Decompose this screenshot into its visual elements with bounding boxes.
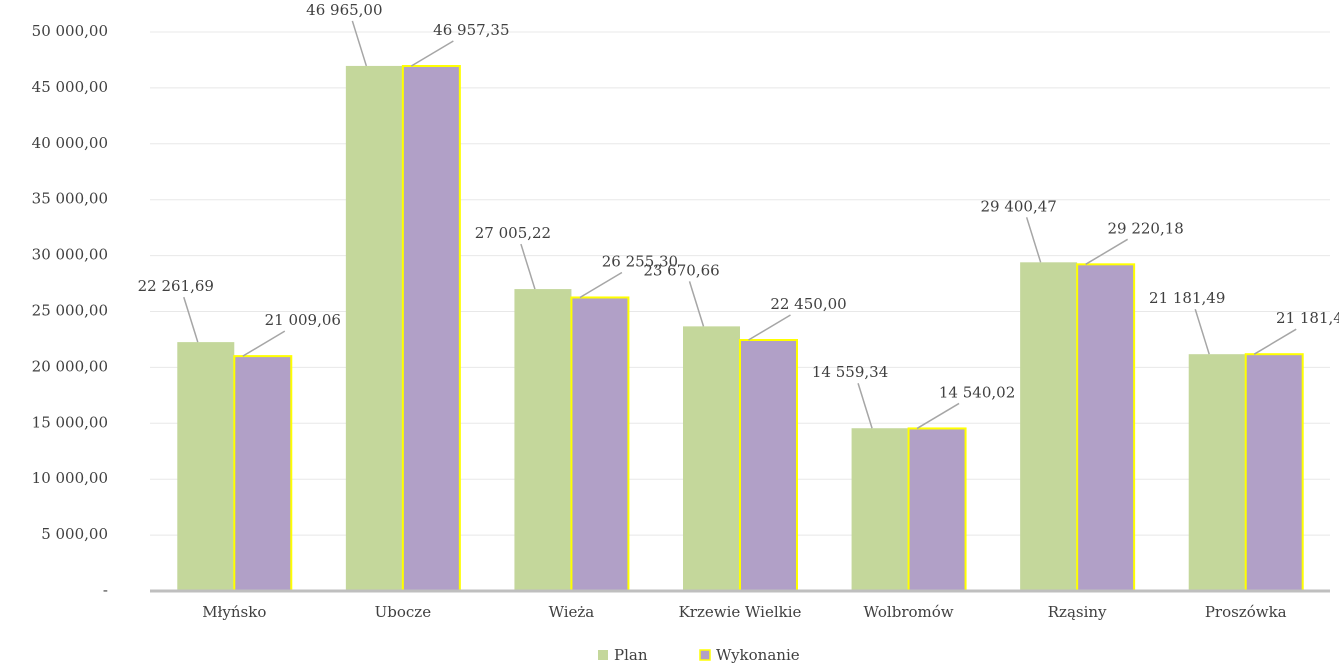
data-label: 21 181,49 [1149, 289, 1225, 307]
bar [401, 65, 461, 592]
leader-line [1194, 308, 1210, 355]
legend-label: Wykonanie [716, 646, 800, 663]
x-tick-label: Rząsiny [1048, 603, 1107, 621]
bar [1244, 353, 1304, 592]
data-label: 46 965,00 [306, 1, 382, 19]
y-tick-label: 25 000,00 [32, 302, 108, 320]
y-tick-label: 45 000,00 [32, 78, 108, 96]
bar [851, 428, 909, 591]
leader-line [748, 314, 791, 341]
bar [514, 289, 572, 591]
data-label: 27 005,22 [475, 224, 551, 242]
legend-swatch [598, 650, 608, 660]
leader-line [688, 281, 705, 327]
data-label: 46 957,35 [433, 21, 509, 39]
bar [1188, 354, 1246, 591]
bar [1020, 262, 1078, 591]
y-tick-label: 40 000,00 [32, 134, 108, 152]
data-label: 21 181,49 [1276, 309, 1339, 327]
x-tick-label: Krzewie Wielkie [679, 603, 802, 621]
data-label: 14 540,02 [939, 383, 1015, 401]
x-tick-label: Wolbromów [864, 603, 954, 621]
bar [177, 342, 235, 591]
bar [233, 355, 293, 592]
leader-line [410, 40, 454, 67]
y-tick-label: 15 000,00 [32, 413, 108, 431]
data-label: 22 450,00 [770, 295, 846, 313]
data-label: 29 400,47 [980, 197, 1056, 215]
data-label: 29 220,18 [1107, 219, 1183, 237]
data-label: 23 670,66 [643, 261, 719, 279]
y-tick-label: 30 000,00 [32, 246, 108, 264]
data-label: 22 261,69 [138, 277, 214, 295]
bar [1076, 263, 1136, 592]
y-tick-label: - [103, 581, 108, 599]
bar [907, 427, 967, 592]
leader-line [351, 20, 368, 67]
bar [570, 296, 630, 592]
leader-line [916, 402, 960, 430]
leader-line [1025, 217, 1042, 263]
y-tick-label: 35 000,00 [32, 190, 108, 208]
y-tick-label: 10 000,00 [32, 469, 108, 487]
bar [683, 326, 740, 591]
leader-line [242, 330, 286, 357]
leader-line [520, 243, 536, 290]
leader-line [1085, 238, 1129, 265]
y-tick-label: 5 000,00 [41, 525, 108, 543]
leader-line [183, 296, 199, 343]
data-label: 14 559,34 [812, 363, 888, 381]
x-tick-label: Wieża [549, 603, 595, 621]
leader-line [1253, 328, 1297, 355]
leader-line [857, 383, 873, 429]
data-label: 26 255,30 [602, 252, 678, 270]
data-label: 21 009,06 [265, 311, 341, 329]
legend-label: Plan [614, 646, 648, 663]
y-tick-label: 20 000,00 [32, 357, 108, 375]
legend-swatch [699, 649, 711, 661]
leader-line [579, 271, 623, 299]
bar [345, 65, 403, 592]
x-tick-label: Młyńsko [202, 603, 266, 621]
x-tick-label: Ubocze [375, 603, 432, 621]
y-tick-label: 50 000,00 [32, 22, 108, 40]
x-tick-label: Proszówka [1205, 603, 1287, 621]
bar [739, 339, 798, 592]
